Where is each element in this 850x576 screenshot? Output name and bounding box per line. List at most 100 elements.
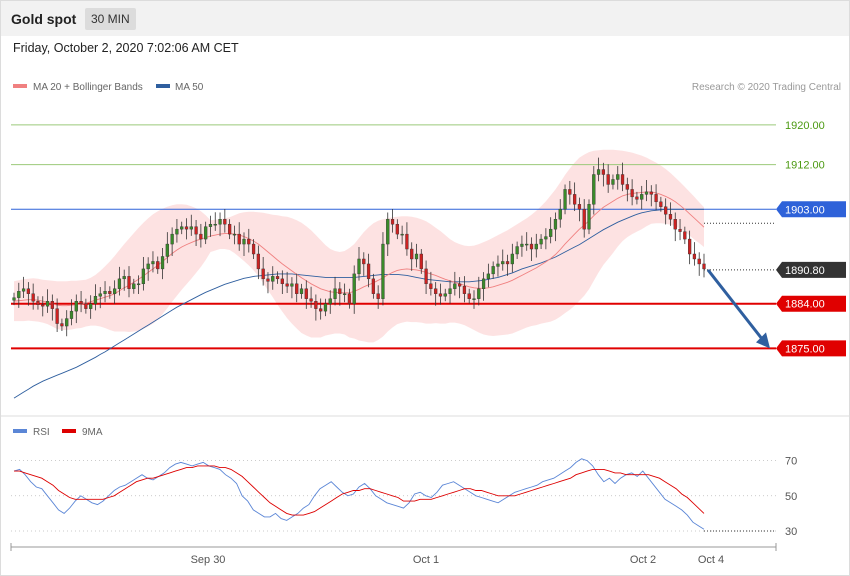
candle-down [568,189,572,195]
candle-down [247,238,251,245]
candle-down [659,201,663,207]
candle-down [687,238,692,255]
candle-up [151,261,155,265]
candle-down [79,301,83,304]
candle-up [611,179,615,185]
candle-up [45,301,50,307]
candle-down [395,223,399,235]
candle-down [434,288,438,294]
candle-down [654,194,658,203]
candle-down [156,261,160,270]
candle-down [295,283,299,294]
candle-up [491,266,495,275]
target-level-tag: 1920.00 [785,120,825,132]
candle-down [280,278,284,285]
candle-up [122,276,126,280]
candle-down [266,278,270,282]
candle-down [275,276,280,280]
candle-up [414,253,419,260]
candle-down [438,293,443,297]
forecast-arrow-head [756,332,770,349]
candle-down [683,231,687,240]
candle-down [582,209,586,230]
candle-down [405,233,409,250]
candle-up [592,174,596,205]
candle-up [69,310,74,319]
candle-up [89,303,93,309]
last-price-tag-bg [776,261,846,278]
candle-up [352,273,356,304]
candle-down [668,214,673,220]
candle-up [208,223,213,227]
candle-down [630,189,634,198]
candle-up [553,219,558,230]
candle-up [271,276,275,282]
x-tick-label: Sep 30 [191,554,226,566]
candle-up [189,226,193,230]
candle-up [290,283,294,287]
rsi-ma-line [14,465,705,516]
candle-up [323,303,328,312]
candle-up [496,263,500,267]
candle-up [65,318,69,327]
instrument-title: Gold spot [11,11,77,27]
candle-down [285,283,289,287]
ma20-legend-label: MA 20 + Bollinger Bands [33,82,143,93]
ma50-legend-swatch [156,84,170,88]
header-bar: Gold spot 30 MIN [1,1,849,36]
candle-down [237,233,241,245]
candle-down [26,288,31,294]
candle-up [534,243,538,250]
candle-up [510,253,514,265]
candle-up [175,228,179,235]
candle-down [429,283,433,289]
credit-text: Research © 2020 Trading Central [692,82,841,93]
rsi-legend: RSI 9MA [13,427,103,438]
candle-up [93,296,98,304]
candle-down [462,286,467,294]
candle-up [544,236,548,240]
candle-up [357,258,361,275]
candle-down [31,293,35,302]
x-tick-label: Oct 4 [698,554,724,566]
x-axis: Sep 30 Oct 1 Oct 2 Oct 4 [10,543,777,566]
candle-down [108,291,112,294]
candle-down [620,174,625,185]
candle-down [314,301,318,309]
candle-up [160,256,165,270]
x-tick-label: Oct 1 [413,554,439,566]
candle-up [218,219,222,225]
candle-up [132,283,136,289]
candle-up [242,238,246,245]
candle-up [539,238,543,245]
price-legend: MA 20 + Bollinger Bands MA 50 Research ©… [13,82,841,93]
support-level-tag-bg [776,295,846,312]
x-tick-label: Oct 2 [630,554,656,566]
candle-up [448,288,452,294]
candle-down [223,219,227,225]
bollinger-band-area [14,149,704,343]
last-price-tag: 1890.80 [785,265,825,277]
candle-down [457,283,462,287]
candle-up [204,226,208,240]
candle-down [505,261,510,265]
candle-up [486,273,491,280]
chart-datetime: Friday, October 2, 2020 7:02:06 AM CET [13,41,239,55]
candle-up [12,297,16,301]
candle-up [146,263,150,270]
forecast-arrow-shaft [706,268,766,343]
candle-down [347,293,352,304]
candle-up [136,283,141,286]
candle-up [213,223,217,226]
candle-up [342,293,347,295]
timeframe-button[interactable]: 30 MIN [85,8,136,30]
candle-down [371,278,376,294]
candle-up [549,228,553,237]
candle-up [299,288,304,294]
candle-up [563,189,567,210]
candle-down [304,288,308,299]
candle-up [165,243,169,257]
rsi-ma-legend-swatch [62,429,76,433]
candle-down [424,268,428,285]
